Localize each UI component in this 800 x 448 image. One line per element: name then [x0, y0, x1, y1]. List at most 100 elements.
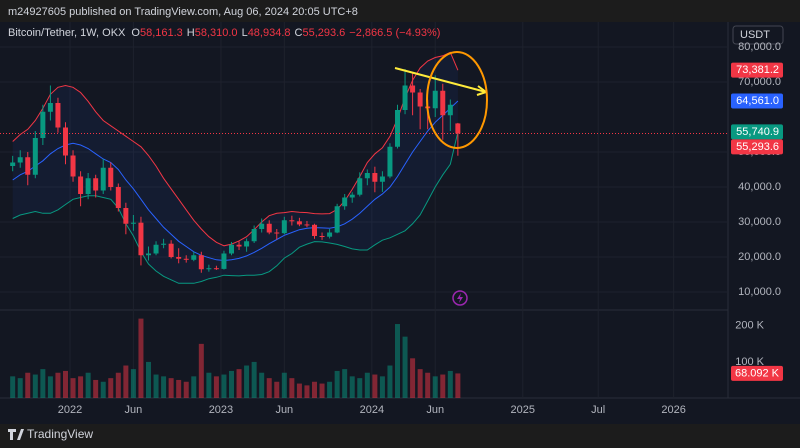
volume-bar: [364, 372, 370, 398]
volume-bar: [176, 379, 182, 398]
candle-body: [78, 176, 84, 194]
candle-body: [176, 257, 182, 259]
candle-body: [440, 90, 446, 116]
x-tick-label: Jun: [426, 404, 444, 416]
candle-body: [327, 232, 333, 237]
candle-body: [191, 255, 197, 260]
volume-bar: [168, 378, 174, 398]
legend-key: H: [187, 27, 195, 39]
volume-bar: [236, 369, 242, 398]
volume-bar: [244, 365, 250, 398]
candle-body: [357, 178, 363, 195]
band-upper: [12, 51, 459, 247]
candle-body: [153, 244, 159, 254]
candle-body: [402, 85, 408, 110]
candle-body: [145, 253, 151, 256]
x-tick-label: 2023: [209, 404, 233, 416]
volume-label: 68.092 K: [735, 367, 780, 379]
candle-body: [236, 244, 242, 247]
currency-box: [732, 25, 784, 45]
legend-value: 58,310.0: [195, 27, 238, 39]
volume-bar: [342, 369, 348, 398]
x-tick-label: Jun: [275, 404, 293, 416]
candle-body: [100, 167, 106, 191]
volume-bar: [47, 376, 53, 398]
legend-change: −2,866.5 (−4.93%): [349, 27, 440, 39]
candle-body: [304, 224, 310, 226]
price-label-box: [731, 124, 783, 140]
volume-bar: [40, 369, 46, 398]
volume-bar: [455, 373, 461, 398]
y-tick-label: 80,000.0: [738, 41, 781, 53]
volume-bar: [447, 370, 453, 398]
candle-body: [379, 176, 385, 182]
event-icon: [452, 290, 468, 306]
legend-key: C: [295, 27, 303, 39]
volume-bar: [153, 374, 159, 398]
volume-bar: [25, 372, 31, 398]
volume-bar: [274, 381, 280, 398]
volume-bar: [130, 369, 136, 398]
price-label: 73,381.2: [736, 64, 779, 76]
candle-body: [417, 92, 423, 107]
candle-body: [17, 157, 23, 163]
candle-body: [342, 197, 348, 207]
volume-bar: [357, 378, 363, 398]
y-tick-label: 40,000.0: [738, 181, 781, 193]
candle-body: [432, 90, 438, 109]
candle-body: [334, 206, 340, 233]
volume-bar: [425, 372, 431, 398]
candle-body: [387, 146, 393, 177]
candle-body: [251, 229, 257, 242]
candle-body: [349, 194, 355, 198]
volume-bar: [334, 370, 340, 398]
candle-body: [364, 173, 370, 179]
volume-bar: [228, 370, 234, 398]
plot: [0, 22, 728, 398]
candle-body: [55, 103, 61, 128]
volume-bar: [198, 343, 204, 398]
price-label-box: [731, 62, 783, 78]
volume-bar: [123, 365, 129, 398]
volume-bar: [289, 378, 295, 398]
volume-bar: [17, 378, 23, 398]
candle-body: [138, 222, 144, 256]
candle-body: [228, 244, 234, 254]
volume-bar: [183, 381, 189, 398]
highlight-circle: [426, 51, 488, 149]
volume-bar: [85, 372, 91, 398]
legend-value: 48,934.8: [248, 27, 291, 39]
candle-body: [296, 221, 302, 225]
volume-bar: [327, 381, 333, 398]
candle-body: [312, 224, 318, 236]
volume-bar: [32, 374, 38, 398]
candle-body: [168, 243, 174, 257]
price-label-box: [731, 93, 783, 109]
candle-body: [70, 155, 76, 177]
candle-body: [455, 123, 461, 134]
x-tick-label: 2025: [511, 404, 535, 416]
candle-body: [198, 255, 204, 270]
candle-body: [183, 258, 189, 260]
volume-bar: [191, 376, 197, 398]
candle-body: [123, 208, 129, 224]
candle-body: [244, 241, 250, 247]
candle-body: [395, 110, 401, 147]
y-tick-label: 70,000.0: [738, 76, 781, 88]
volume-bar: [387, 365, 393, 398]
candle-body: [213, 268, 219, 270]
x-tick-label: Jun: [125, 404, 143, 416]
candle-body: [130, 222, 136, 224]
volume-bar: [417, 369, 423, 398]
symbol: Bitcoin/Tether, 1W, OKX: [8, 27, 126, 39]
candle-body: [32, 138, 38, 175]
volume-bar: [10, 376, 16, 398]
volume-bar: [432, 376, 438, 398]
header: m24927605 published on TradingView.com, …: [8, 6, 358, 18]
volume-bar: [62, 370, 68, 398]
band-basis: [12, 100, 459, 262]
trend-line: [394, 67, 487, 93]
candle-body: [85, 178, 91, 194]
volume-bar: [296, 383, 302, 398]
